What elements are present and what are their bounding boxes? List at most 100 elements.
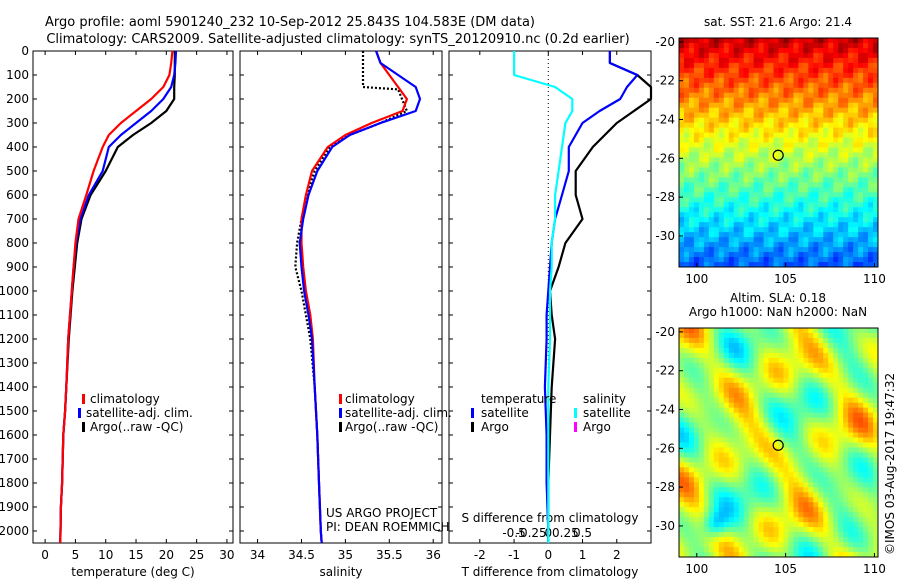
map-cell [823, 332, 829, 339]
map-cell [873, 232, 878, 238]
map-cell [753, 67, 760, 74]
map-cell [843, 257, 849, 263]
map-cell [843, 477, 849, 483]
map-cell [758, 377, 765, 384]
map-cell [748, 262, 755, 267]
map-cell [783, 452, 790, 459]
y-tick-label: 1000 [0, 284, 29, 298]
map-cell [813, 62, 819, 69]
map-cell [713, 382, 720, 389]
map-cell [728, 482, 735, 488]
map-cell [788, 82, 795, 89]
map-cell [698, 52, 705, 59]
map-cell [708, 357, 715, 364]
map-cell [748, 82, 755, 89]
map-cell [788, 427, 795, 434]
map-cell [713, 427, 720, 434]
map-cell [823, 357, 829, 364]
map-cell [828, 152, 834, 159]
map-cell [863, 102, 869, 109]
map-cell [813, 112, 819, 119]
map-y-tick-label: -30 [655, 229, 675, 243]
map-cell [873, 532, 878, 538]
map-cell [773, 222, 780, 228]
map-cell [693, 147, 700, 154]
map-cell [798, 217, 804, 223]
map-cell [679, 362, 685, 369]
map-cell [758, 77, 765, 84]
map-cell [873, 522, 878, 528]
map-cell [728, 362, 735, 369]
map-cell [683, 467, 690, 473]
map-cell [683, 362, 690, 369]
map-cell [848, 42, 854, 49]
map-cell [768, 62, 775, 69]
map-cell [798, 357, 804, 364]
map-cell [679, 452, 685, 459]
map-cell [853, 392, 859, 399]
map-cell [698, 427, 705, 434]
map-cell [688, 392, 695, 399]
map-cell [683, 372, 690, 379]
map-cell [708, 382, 715, 389]
map-cell [823, 232, 829, 238]
map-cell [703, 447, 710, 454]
map-cell [853, 122, 859, 129]
y-tick-label: 100 [6, 68, 29, 82]
map-cell [858, 72, 864, 79]
map-cell [758, 487, 765, 493]
map-cell [738, 442, 745, 449]
map-cell [828, 387, 834, 394]
map-cell [733, 437, 740, 444]
map-cell [808, 487, 814, 493]
map-cell [788, 397, 795, 404]
map-cell [679, 242, 685, 248]
map-cell [688, 227, 695, 233]
map-cell [793, 437, 799, 444]
map-cell [738, 352, 745, 359]
map-cell [793, 467, 799, 473]
map-cell [853, 382, 859, 389]
map-cell [873, 452, 878, 459]
map-cell [733, 522, 740, 528]
map-cell [753, 517, 760, 523]
map-cell [698, 447, 705, 454]
map-cell [868, 247, 874, 253]
map-cell [838, 52, 844, 59]
map-cell [703, 387, 710, 394]
map-cell [718, 212, 725, 218]
map-cell [778, 522, 785, 528]
map-cell [728, 397, 735, 404]
map-cell [813, 127, 819, 134]
map-cell [733, 172, 740, 178]
map-cell [738, 147, 745, 154]
map-cell [818, 97, 824, 104]
map-cell [768, 247, 775, 253]
map-cell [753, 122, 760, 129]
map-cell [688, 107, 695, 114]
map-cell [828, 252, 834, 258]
map-cell [693, 337, 700, 344]
map-cell [868, 177, 874, 183]
map-cell [748, 137, 755, 144]
map-cell [683, 352, 690, 359]
map-cell [733, 412, 740, 419]
map-cell [868, 167, 874, 174]
map-cell [858, 102, 864, 109]
map-cell [798, 52, 804, 59]
map-cell [718, 347, 725, 354]
map-cell [838, 212, 844, 218]
map-cell [703, 452, 710, 459]
legend-label-s-satellite: satellite [583, 406, 631, 420]
map-cell [848, 328, 854, 334]
map-cell [818, 502, 824, 508]
map-cell [703, 47, 710, 54]
map-cell [753, 177, 760, 183]
map-cell [823, 472, 829, 478]
map-cell [803, 342, 809, 349]
map-cell [718, 482, 725, 488]
map-cell [863, 377, 869, 384]
map-cell [723, 162, 730, 169]
map-cell [683, 87, 690, 94]
map-cell [848, 152, 854, 159]
